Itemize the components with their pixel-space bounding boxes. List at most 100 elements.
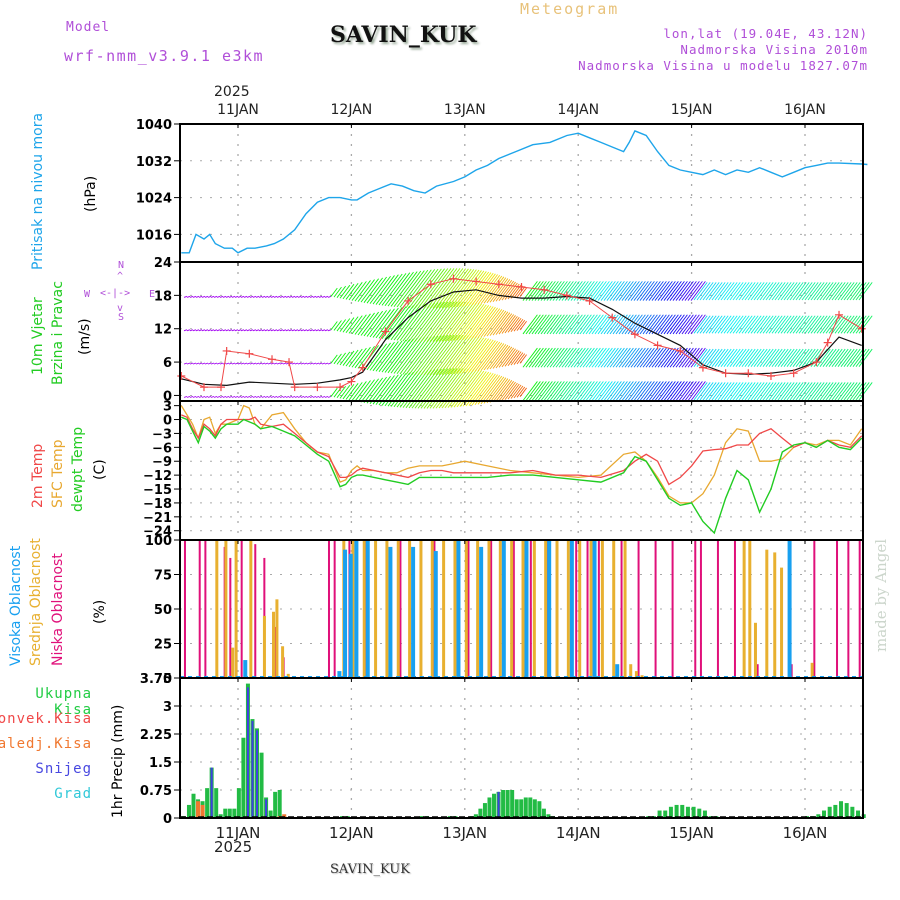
wind-barb bbox=[315, 329, 320, 332]
wind-barb bbox=[195, 395, 200, 398]
wind-barb bbox=[279, 362, 284, 365]
wind-barb bbox=[324, 295, 329, 298]
mid-cloud-bar bbox=[765, 549, 769, 677]
gust-marker bbox=[290, 383, 299, 392]
low-cloud-bar bbox=[654, 540, 657, 677]
wind-barb bbox=[333, 286, 342, 298]
wind-barb bbox=[465, 305, 492, 340]
wind-barb bbox=[258, 362, 263, 365]
wind-barb bbox=[513, 318, 524, 332]
wind-barb bbox=[699, 382, 714, 401]
y-tick-label: 0 bbox=[163, 414, 172, 429]
wind-barb bbox=[312, 329, 317, 332]
wind-barb bbox=[342, 384, 355, 400]
wind-barb bbox=[762, 382, 777, 401]
wind-barb bbox=[822, 382, 837, 401]
wind-barb bbox=[708, 348, 723, 367]
temp-2m-line bbox=[181, 414, 863, 486]
wind-barb bbox=[441, 335, 472, 375]
total-rain-bar bbox=[528, 797, 533, 818]
wind-barb bbox=[420, 301, 452, 342]
wind-barb bbox=[621, 281, 637, 301]
wind-barb bbox=[792, 315, 807, 334]
mid-cloud-bar bbox=[544, 540, 548, 677]
wind-barb bbox=[843, 315, 858, 334]
wind-barb bbox=[690, 281, 706, 301]
wind-barb bbox=[297, 395, 302, 398]
wind-barb bbox=[435, 268, 467, 309]
wind-barb bbox=[789, 348, 804, 367]
wind-barb bbox=[732, 315, 747, 334]
wind-barb bbox=[768, 282, 783, 301]
compass-arrow-down-icon: v bbox=[117, 303, 124, 314]
wind-barb bbox=[360, 278, 379, 303]
y-tick-label: 0 bbox=[163, 389, 172, 404]
wind-barb bbox=[249, 295, 254, 298]
wind-barb bbox=[726, 282, 741, 301]
mid-cloud-bar bbox=[510, 540, 514, 677]
wind-barb bbox=[414, 301, 445, 342]
wind-barb bbox=[765, 315, 780, 334]
wind-barb bbox=[198, 362, 203, 365]
model-label: Model bbox=[66, 20, 111, 35]
high-cloud-bar bbox=[479, 546, 484, 677]
wind-barb bbox=[669, 314, 685, 335]
wind-barb bbox=[567, 281, 583, 301]
wind-barb bbox=[450, 336, 480, 375]
wind-barb bbox=[696, 382, 711, 401]
wind-barb bbox=[612, 347, 628, 368]
wind-barb bbox=[234, 329, 239, 332]
wind-barb bbox=[597, 381, 613, 401]
wind-barb bbox=[807, 282, 822, 301]
wind-barb bbox=[657, 381, 673, 401]
wind-barb bbox=[255, 362, 260, 365]
wind-barb bbox=[354, 380, 371, 402]
wind-barb bbox=[780, 348, 795, 367]
y-tick-label: 12 bbox=[154, 323, 172, 338]
wind-barb bbox=[594, 347, 610, 368]
wind-barb bbox=[225, 395, 230, 398]
wind-barb bbox=[198, 329, 203, 332]
wind-barb bbox=[423, 301, 455, 342]
wind-barb bbox=[795, 282, 810, 301]
wind-barb bbox=[435, 335, 467, 376]
wind-barb bbox=[333, 320, 342, 331]
wind-barb bbox=[417, 334, 449, 376]
wind-barb bbox=[516, 286, 526, 298]
wind-barb bbox=[276, 295, 281, 298]
wind-barb bbox=[696, 348, 711, 367]
wind-barb bbox=[321, 329, 326, 332]
wind-barb bbox=[291, 329, 296, 332]
wind-barb bbox=[339, 384, 351, 399]
wind-barb bbox=[210, 295, 215, 298]
wind-barb bbox=[795, 382, 810, 401]
wind-barb bbox=[324, 362, 329, 365]
wind-barb bbox=[483, 376, 505, 404]
wind-barb bbox=[522, 381, 538, 401]
mid-cloud-bar bbox=[281, 646, 285, 677]
wind-barb bbox=[363, 277, 383, 303]
legend-convective-rain: Konvek.Kisa bbox=[0, 711, 92, 727]
wind-barb bbox=[831, 282, 846, 301]
wind-barb bbox=[567, 381, 583, 401]
wind-barb bbox=[486, 277, 507, 304]
mid-cloud-bar bbox=[286, 673, 290, 677]
wind-barb bbox=[558, 314, 574, 335]
wind-barb bbox=[405, 335, 436, 375]
gust-marker bbox=[721, 369, 730, 378]
wind-barb bbox=[264, 362, 269, 365]
wind-barb bbox=[663, 281, 679, 301]
wind-barb bbox=[858, 282, 873, 301]
wind-barb bbox=[534, 314, 550, 335]
wind-barb bbox=[189, 295, 194, 298]
top-day-label: 13JAN bbox=[444, 102, 486, 118]
mid-cloud-bar bbox=[262, 615, 266, 677]
gust-marker bbox=[812, 358, 821, 367]
wind-barb bbox=[519, 320, 527, 331]
sfc-temp-line bbox=[180, 404, 863, 504]
wind-barb bbox=[714, 348, 729, 367]
wind-barb bbox=[729, 348, 744, 367]
wind-barb bbox=[240, 362, 245, 365]
gust-marker bbox=[177, 371, 186, 380]
wind-barb bbox=[804, 382, 819, 401]
